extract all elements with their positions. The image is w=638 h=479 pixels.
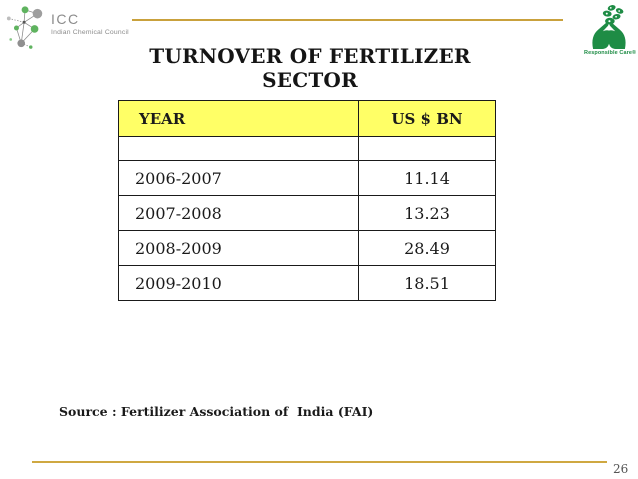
slide-title: TURNOVER OF FERTILIZER SECTOR [149,44,471,92]
year-cell: 2006-2007 [118,160,359,196]
top-divider-line [132,19,563,21]
table-row: 2009-2010 18.51 [118,265,496,301]
value-cell: 28.49 [358,230,496,266]
source-note: Source : Fertilizer Association of India… [59,404,374,419]
year-column-header: YEAR [118,100,359,137]
icc-subtitle: Indian Chemical Council [51,28,129,36]
value-cell: 13.23 [358,195,496,231]
icc-logo: ICC Indian Chemical Council [5,3,129,53]
value-cell: 18.51 [358,265,496,301]
responsible-care-label: Responsible Care® [584,50,637,56]
spacer-cell [358,136,496,161]
page-number: 26 [613,462,629,476]
year-cell: 2009-2010 [118,265,359,301]
spacer-cell [118,136,359,161]
bottom-divider-line [32,461,607,463]
table-header-row: YEAR US $ BN [118,100,496,137]
table-spacer-row [118,136,496,161]
value-column-header: US $ BN [358,100,496,137]
responsible-care-hands-icon [592,5,626,49]
year-cell: 2008-2009 [118,230,359,266]
table-row: 2008-2009 28.49 [118,230,496,266]
value-cell: 11.14 [358,160,496,196]
responsible-care-logo: Responsible Care® [584,3,637,56]
icc-abbr: ICC [51,11,80,27]
icc-molecule-icon [6,6,43,49]
table-row: 2006-2007 11.14 [118,160,496,196]
table-row: 2007-2008 13.23 [118,195,496,231]
icc-logo-text: ICC Indian Chemical Council [51,3,129,36]
turnover-table: YEAR US $ BN 2006-2007 11.14 2007-2008 1… [118,100,496,301]
year-cell: 2007-2008 [118,195,359,231]
